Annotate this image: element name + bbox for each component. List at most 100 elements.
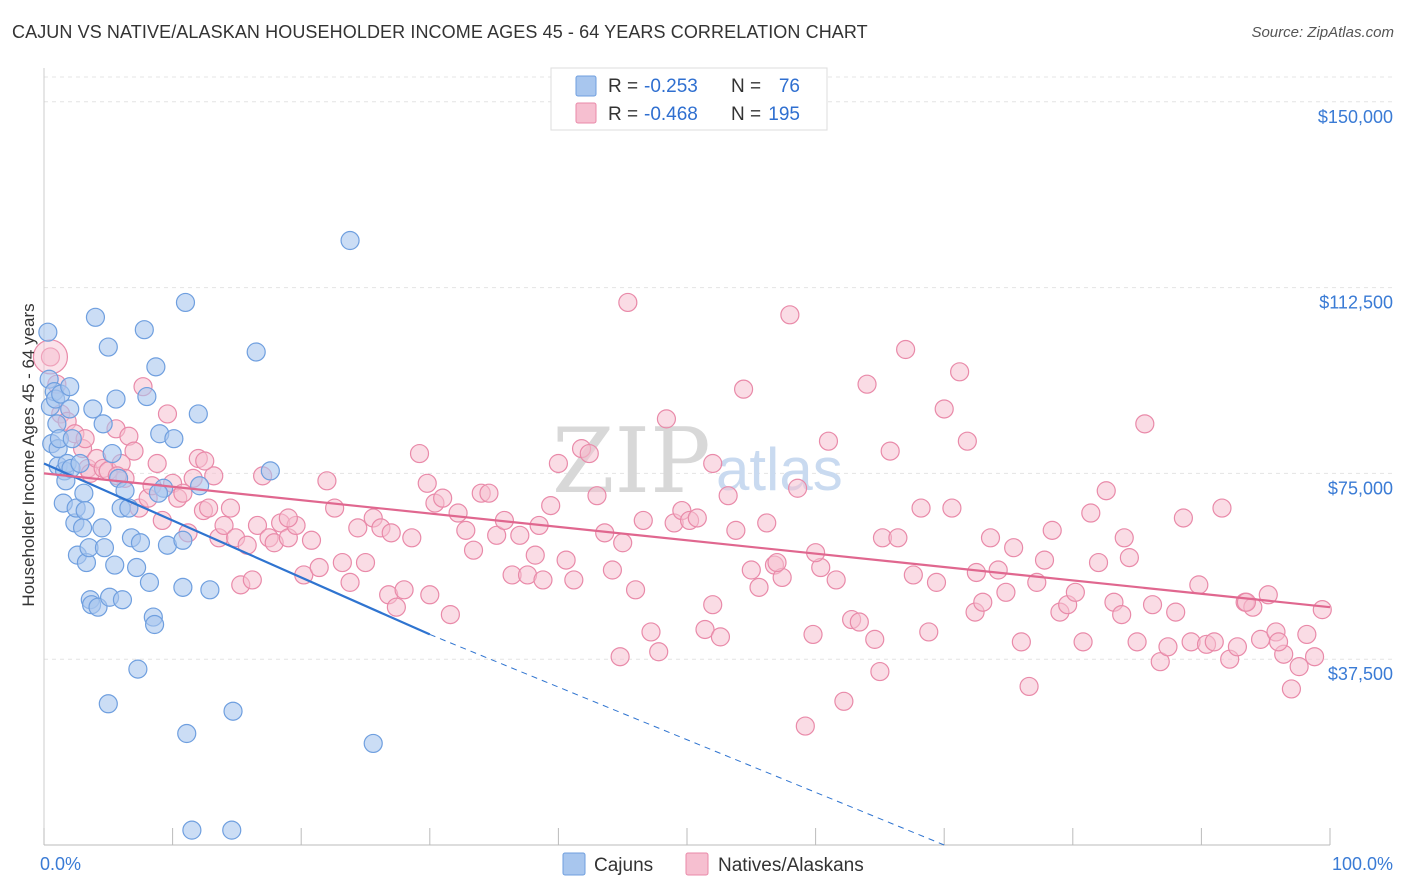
native-point-large xyxy=(32,339,69,375)
trend-lines xyxy=(43,462,1331,846)
native-point-90 xyxy=(633,510,653,531)
watermark-zip: ZIP xyxy=(552,409,711,514)
native-point-122 xyxy=(880,441,900,461)
native-point-88 xyxy=(618,292,638,313)
native-point-30 xyxy=(199,498,219,518)
native-trend-line xyxy=(43,472,1331,609)
native-point-48 xyxy=(309,557,329,578)
native-point-123 xyxy=(888,528,908,548)
native-point-176 xyxy=(1297,624,1317,645)
native-point-116 xyxy=(834,691,854,711)
native-point-109 xyxy=(780,305,800,325)
native-point-158 xyxy=(1158,637,1178,657)
cajun-point-61 xyxy=(173,577,193,597)
cajun-point-47 xyxy=(126,557,147,578)
native-point-118 xyxy=(849,612,869,632)
native-point-83 xyxy=(579,443,599,464)
native-point-164 xyxy=(1204,632,1224,652)
native-point-99 xyxy=(703,453,723,474)
native-point-125 xyxy=(903,565,923,585)
native-point-157 xyxy=(1150,652,1170,672)
native-point-129 xyxy=(934,399,954,419)
cajun-point-74 xyxy=(363,733,383,754)
cajun-point-43 xyxy=(112,590,133,610)
cajun-point-66 xyxy=(190,476,210,496)
native-point-92 xyxy=(649,642,669,662)
y-tick-label-1: $75,000 xyxy=(1328,478,1393,498)
native-point-137 xyxy=(996,582,1016,602)
cajun-point-39 xyxy=(105,555,125,575)
native-point-174 xyxy=(1281,679,1302,699)
native-point-134 xyxy=(973,592,993,612)
legend-n-label-2: N = xyxy=(731,104,761,125)
native-point-115 xyxy=(826,570,846,590)
native-point-51 xyxy=(332,552,352,573)
native-point-178 xyxy=(1312,600,1332,620)
native-point-142 xyxy=(1034,550,1055,570)
cajun-point-36 xyxy=(98,337,118,357)
cajun-point-31 xyxy=(85,307,106,327)
legend-r-label-2: R = xyxy=(608,104,638,125)
native-point-52 xyxy=(340,572,360,592)
native-point-103 xyxy=(733,379,754,399)
cajun-point-33 xyxy=(92,518,112,538)
legend-r-value-2: -0.468 xyxy=(644,104,698,125)
native-point-87 xyxy=(610,647,630,667)
native-point-148 xyxy=(1081,503,1101,523)
native-point-34 xyxy=(220,498,241,518)
native-point-101 xyxy=(718,486,738,506)
cajun-point-67 xyxy=(200,580,220,600)
cajun-point-49 xyxy=(130,533,151,553)
native-point-180 xyxy=(870,661,890,682)
native-point-62 xyxy=(417,473,437,493)
native-point-146 xyxy=(1065,582,1085,602)
native-point-38 xyxy=(242,570,262,590)
native-point-0 xyxy=(40,347,61,367)
cajun-point-38 xyxy=(102,443,122,464)
cajun-point-62 xyxy=(175,292,196,313)
native-point-47 xyxy=(301,530,322,550)
native-point-86 xyxy=(602,560,623,580)
bottom-legend: Cajuns Natives/Alaskans xyxy=(562,852,864,876)
cajun-point-24 xyxy=(74,483,94,503)
chart-title: CAJUN VS NATIVE/ALASKAN HOUSEHOLDER INCO… xyxy=(12,22,868,42)
source-label: Source: ZipAtlas.com xyxy=(1251,24,1394,41)
cajun-trend-line xyxy=(43,462,431,636)
native-point-192 xyxy=(1236,592,1257,612)
tick-labels: $37,500 $75,000 $112,500 $150,000 0.0% 100.0% xyxy=(40,107,1393,874)
native-point-132 xyxy=(957,431,977,451)
native-point-61 xyxy=(409,443,430,464)
native-point-127 xyxy=(919,622,939,642)
native-point-186 xyxy=(420,585,440,605)
axes xyxy=(43,68,1331,846)
native-point-31 xyxy=(204,466,224,486)
native-point-112 xyxy=(803,624,823,645)
native-point-177 xyxy=(1304,647,1325,667)
native-point-71 xyxy=(487,525,507,545)
native-point-105 xyxy=(749,577,769,597)
native-point-89 xyxy=(625,580,646,600)
cajun-point-25 xyxy=(75,500,95,521)
native-point-33 xyxy=(214,515,234,536)
native-point-162 xyxy=(1189,575,1209,595)
native-point-138 xyxy=(1004,538,1024,558)
native-point-66 xyxy=(448,503,468,523)
native-point-84 xyxy=(587,486,607,506)
native-point-150 xyxy=(1096,481,1116,501)
legend-swatch-natives xyxy=(575,102,597,124)
cajun-point-50 xyxy=(134,320,154,340)
native-point-185 xyxy=(703,595,723,615)
native-point-76 xyxy=(525,545,545,565)
cajun-point-68 xyxy=(222,820,242,840)
native-point-154 xyxy=(1127,632,1147,652)
native-point-91 xyxy=(641,622,661,642)
native-point-15 xyxy=(124,441,144,461)
cajun-point-55 xyxy=(146,357,166,377)
native-point-156 xyxy=(1142,595,1163,615)
native-point-81 xyxy=(564,570,584,590)
native-point-130 xyxy=(942,498,962,518)
native-point-98 xyxy=(695,619,715,640)
native-point-187 xyxy=(381,523,401,543)
native-point-183 xyxy=(613,533,633,553)
